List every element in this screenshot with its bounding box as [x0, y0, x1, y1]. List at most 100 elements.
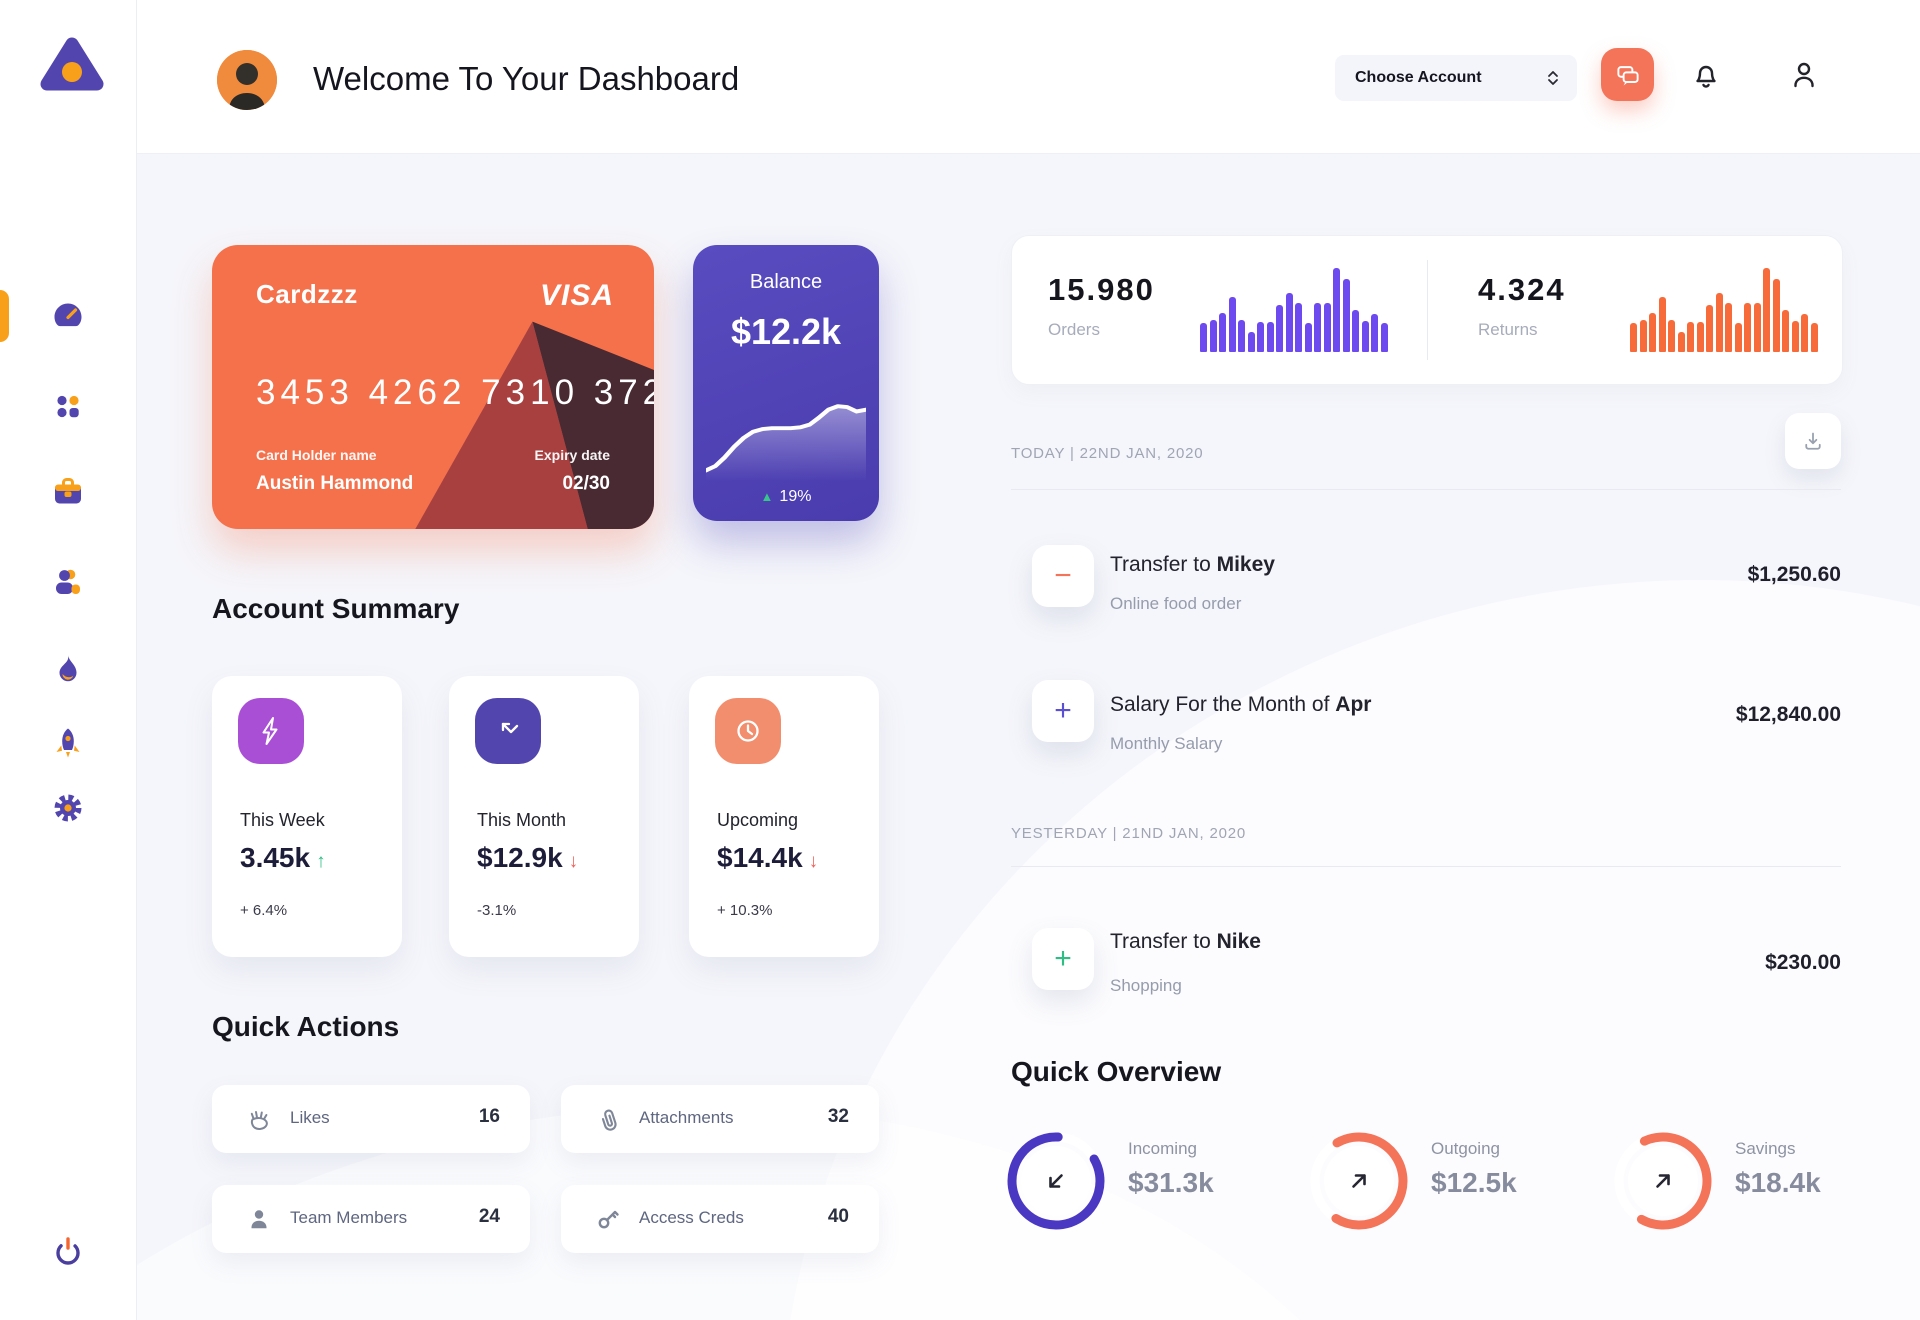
- card-title: Cardzzz: [256, 279, 358, 309]
- summary-value: 3.45k ↑: [240, 842, 326, 873]
- sidebar-item-logout[interactable]: [48, 1232, 88, 1272]
- balance-sparkline: [706, 404, 866, 481]
- main-content: Cardzzz VISA 3453 4262 7310 3728 Card Ho…: [136, 153, 1920, 1320]
- bell-icon: [1696, 65, 1716, 88]
- quick-action-team-members[interactable]: Team Members 24: [212, 1185, 530, 1253]
- transaction-title[interactable]: Salary For the Month of Apr: [1110, 693, 1372, 716]
- incoming-gauge: [1006, 1131, 1106, 1231]
- minus-icon: −: [1054, 559, 1072, 592]
- quick-action-count: 32: [827, 1106, 849, 1127]
- paperclip-icon: [601, 1109, 617, 1131]
- transaction-sign-minus: −: [1032, 545, 1094, 607]
- speedometer-icon: [54, 303, 82, 327]
- trend-down-icon: ↓: [568, 851, 579, 872]
- balance-label: Balance: [749, 271, 823, 293]
- quick-action-label: Access Creds: [639, 1208, 744, 1227]
- arrow-up-right-icon: [1656, 1174, 1670, 1188]
- card-number: 3453 4262 7310 3728: [256, 373, 654, 412]
- key-icon: [598, 1210, 619, 1229]
- balance-card: Balance $12.2k ▲ 19%: [693, 245, 879, 521]
- overview-value: $31.3k: [1128, 1167, 1214, 1198]
- summary-card-upcoming: Upcoming $14.4k ↓ + 10.3%: [689, 676, 879, 957]
- select-chevrons-icon: [1548, 71, 1558, 85]
- transaction-amount: $12,840.00: [1735, 703, 1841, 726]
- credit-card: Cardzzz VISA 3453 4262 7310 3728 Card Ho…: [212, 245, 654, 529]
- overview-label: Savings: [1735, 1139, 1796, 1158]
- transaction-sign-plus: +: [1032, 928, 1094, 990]
- quick-action-access-creds[interactable]: Access Creds 40: [561, 1185, 879, 1253]
- quick-action-label: Attachments: [639, 1108, 734, 1127]
- clock-icon: [715, 698, 781, 764]
- users-icon: [56, 569, 80, 594]
- quick-action-count: 40: [827, 1206, 849, 1227]
- sidebar-item-dashboard[interactable]: [48, 296, 88, 336]
- quick-action-label: Likes: [290, 1108, 330, 1127]
- sidebar-item-apps[interactable]: [48, 387, 88, 427]
- gear-icon: [54, 794, 82, 822]
- overview-value: $12.5k: [1431, 1167, 1517, 1198]
- visa-logo: VISA: [539, 279, 614, 312]
- sidebar-item-launch[interactable]: [48, 723, 88, 763]
- messages-button[interactable]: [1601, 48, 1654, 101]
- member-icon: [251, 1210, 267, 1229]
- profile-button[interactable]: [1787, 58, 1821, 92]
- card-expiry-value: 02/30: [562, 473, 610, 494]
- account-summary-heading: Account Summary: [212, 593, 460, 624]
- orders-returns-panel: 15.980 Orders 4.324 Returns: [1011, 235, 1843, 385]
- divider: [1011, 866, 1841, 867]
- returns-value: 4.324: [1478, 272, 1566, 307]
- sidebar-item-activity[interactable]: [48, 649, 88, 689]
- sidebar-item-settings[interactable]: [48, 788, 88, 828]
- app-logo: [38, 32, 106, 98]
- quick-action-likes[interactable]: Likes 16: [212, 1085, 530, 1153]
- summary-label: Upcoming: [717, 810, 799, 830]
- summary-delta: -3.1%: [477, 902, 517, 919]
- panel-divider: [1427, 260, 1428, 360]
- savings-gauge: [1613, 1131, 1713, 1231]
- transaction-subtitle: Online food order: [1110, 594, 1242, 613]
- summary-value: $12.9k ↓: [477, 842, 579, 873]
- user-avatar[interactable]: [217, 50, 277, 110]
- notifications-button[interactable]: [1689, 58, 1723, 92]
- grid-dots-icon: [57, 395, 79, 418]
- returns-mini-bar-chart: [1630, 268, 1818, 352]
- triangle-logo-icon: [40, 37, 104, 91]
- avatar-image: [217, 50, 277, 110]
- card-holder-name: Austin Hammond: [256, 473, 414, 494]
- sidebar-item-team[interactable]: [48, 562, 88, 602]
- quick-actions-heading: Quick Actions: [212, 1011, 400, 1042]
- choose-account-select[interactable]: Choose Account: [1335, 55, 1577, 101]
- chat-icon: [1616, 65, 1639, 85]
- clap-icon: [250, 1111, 268, 1130]
- power-icon: [56, 1237, 80, 1265]
- plus-icon: +: [1054, 694, 1072, 727]
- summary-label: This Month: [477, 810, 567, 830]
- arrow-down-left-icon: [1049, 1174, 1063, 1188]
- person-icon: [1794, 62, 1814, 88]
- balance-change: ▲ 19%: [693, 488, 879, 506]
- overview-label: Outgoing: [1431, 1139, 1500, 1158]
- quick-action-attachments[interactable]: Attachments 32: [561, 1085, 879, 1153]
- orders-mini-bar-chart: [1200, 268, 1388, 352]
- transactions-date-today: TODAY | 22ND JAN, 2020: [1011, 445, 1204, 462]
- summary-delta: + 10.3%: [717, 902, 773, 919]
- download-icon: [1805, 432, 1821, 450]
- transactions-date-yesterday: YESTERDAY | 21ND JAN, 2020: [1011, 825, 1247, 842]
- choose-account-label: Choose Account: [1355, 69, 1482, 86]
- sidebar-item-portfolio[interactable]: [48, 472, 88, 512]
- summary-delta: + 6.4%: [240, 902, 288, 919]
- summary-label: This Week: [240, 810, 325, 830]
- briefcase-icon: [55, 478, 81, 504]
- orders-label: Orders: [1048, 320, 1100, 339]
- transaction-subtitle: Monthly Salary: [1110, 734, 1223, 753]
- summary-card-this-week: This Week 3.45k ↑ + 6.4%: [212, 676, 402, 957]
- outgoing-gauge: [1309, 1131, 1409, 1231]
- transaction-title[interactable]: Transfer to Mikey: [1110, 553, 1275, 576]
- download-button[interactable]: [1785, 413, 1841, 469]
- orders-value: 15.980: [1048, 272, 1155, 307]
- trend-up-icon: ↑: [316, 851, 326, 872]
- transaction-title[interactable]: Transfer to Nike: [1110, 930, 1261, 953]
- summary-value: $14.4k ↓: [717, 842, 819, 873]
- top-header: Welcome To Your Dashboard Choose Account: [136, 0, 1920, 154]
